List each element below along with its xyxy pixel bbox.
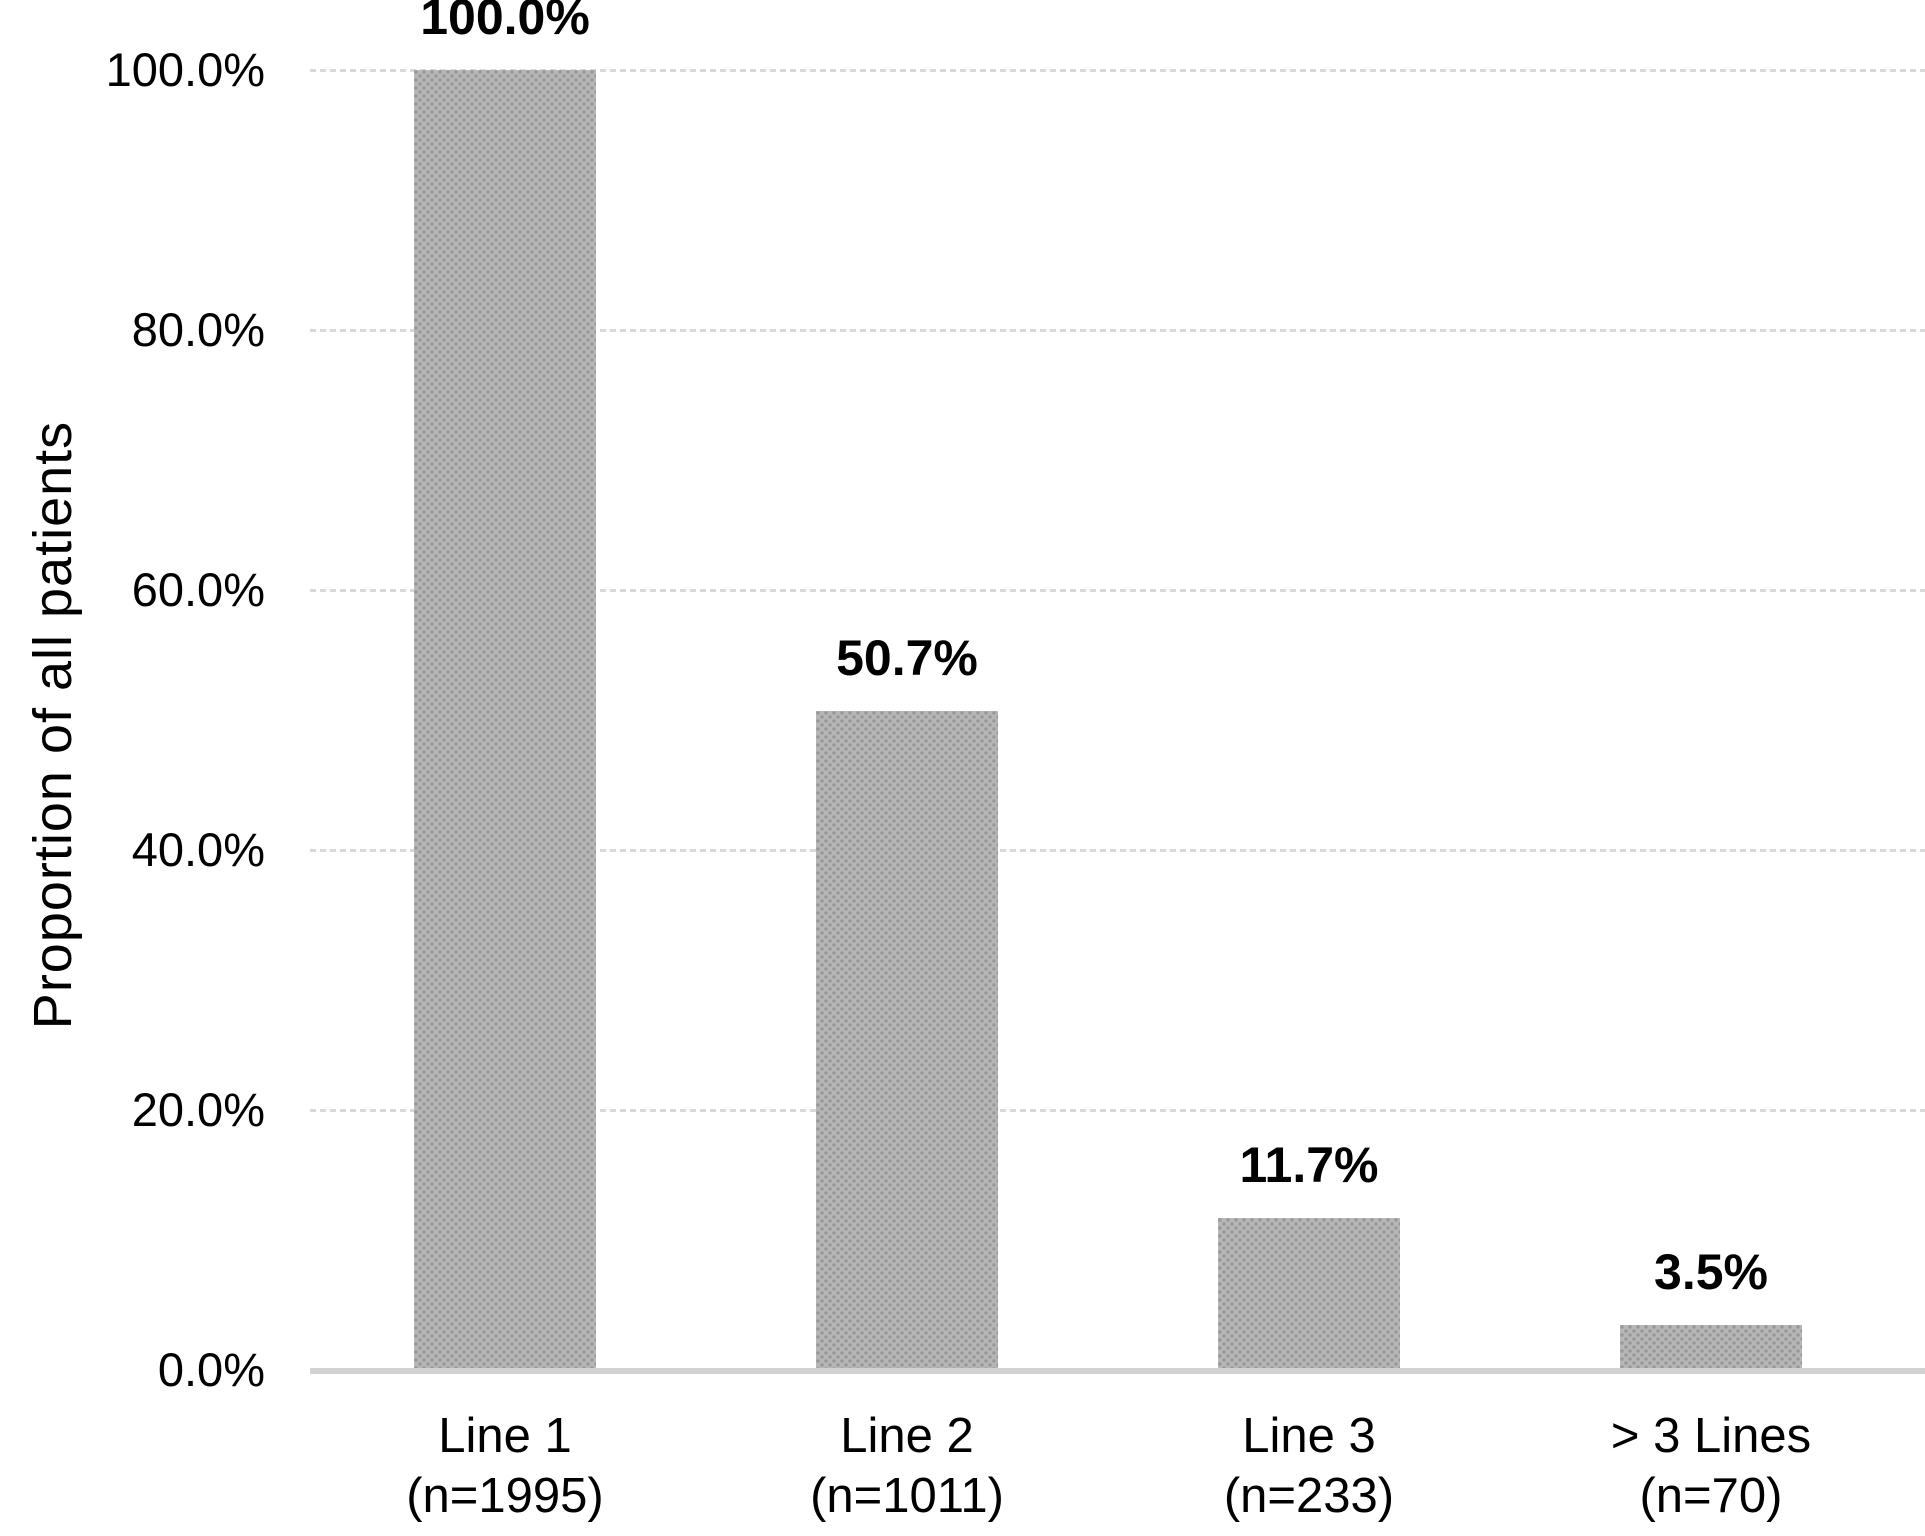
bar bbox=[414, 70, 596, 1370]
y-tick-label: 100.0% bbox=[105, 43, 265, 96]
plot-area: 100.0% 50.7% 11.7% 3.5% bbox=[310, 0, 1925, 1370]
y-tick-label: 60.0% bbox=[131, 563, 265, 616]
category-n-count: (n=1995) bbox=[406, 1469, 604, 1523]
category-name: Line 3 bbox=[1242, 1409, 1376, 1463]
category-name: > 3 Lines bbox=[1610, 1409, 1812, 1463]
category-label: Line 2 (n=1011) bbox=[697, 1406, 1117, 1526]
gridline bbox=[310, 69, 1925, 72]
y-tick-label: 20.0% bbox=[131, 1083, 265, 1136]
category-n-count: (n=233) bbox=[1223, 1469, 1395, 1523]
bar-value-label: 50.7% bbox=[836, 629, 978, 686]
x-axis-line bbox=[310, 1368, 1925, 1374]
bar-value-label: 3.5% bbox=[1654, 1243, 1768, 1300]
category-n-count: (n=1011) bbox=[810, 1469, 1004, 1523]
category-label: Line 3 (n=233) bbox=[1099, 1406, 1519, 1526]
bar bbox=[1218, 1217, 1400, 1370]
gridline bbox=[310, 1109, 1925, 1112]
y-axis-title: Proportion of all patients bbox=[23, 420, 83, 1030]
category-label: Line 1 (n=1995) bbox=[295, 1406, 715, 1526]
bar-value-label: 11.7% bbox=[1239, 1136, 1379, 1193]
gridline bbox=[310, 849, 1925, 852]
category-n-count: (n=70) bbox=[1639, 1469, 1783, 1523]
bar bbox=[816, 710, 998, 1370]
y-tick-label: 80.0% bbox=[131, 303, 265, 356]
y-tick-label: 0.0% bbox=[157, 1343, 265, 1396]
bar bbox=[1620, 1324, 1802, 1370]
gridline bbox=[310, 329, 1925, 332]
category-name: Line 1 bbox=[438, 1409, 572, 1463]
category-label: > 3 Lines (n=70) bbox=[1501, 1406, 1921, 1526]
bar-value-label: 100.0% bbox=[420, 0, 590, 45]
category-name: Line 2 bbox=[840, 1409, 974, 1463]
gridline bbox=[310, 589, 1925, 592]
y-tick-label: 40.0% bbox=[131, 823, 265, 876]
